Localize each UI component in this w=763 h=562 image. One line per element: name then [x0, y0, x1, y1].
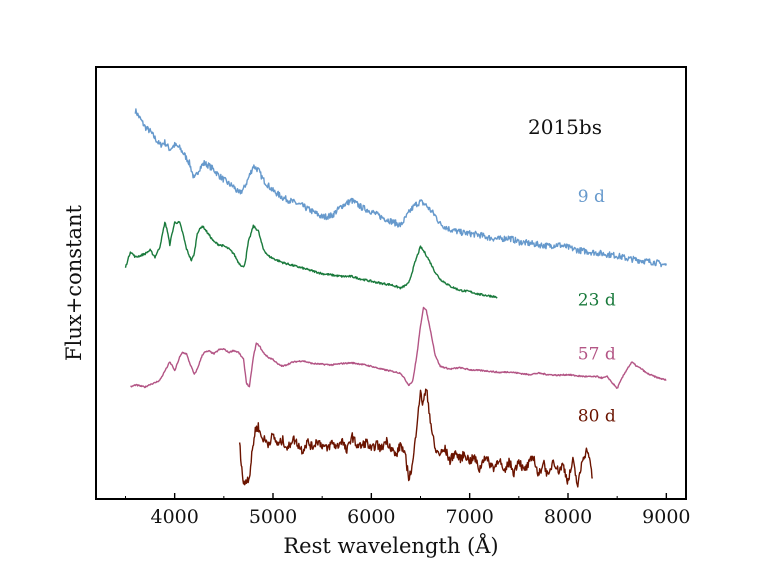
epoch-label-57d: 57 d — [578, 344, 616, 364]
epoch-label-23d: 23 d — [578, 291, 616, 311]
x-tick-label: 5000 — [249, 506, 297, 528]
x-axis-title: Rest wavelength (Å) — [283, 533, 498, 558]
x-axis-ticks: 4000 5000 6000 7000 8000 9000 — [125, 493, 691, 528]
spectrum-line-57d — [130, 306, 667, 389]
spectrum-line-9d — [134, 108, 667, 268]
x-tick-label: 9000 — [642, 506, 690, 528]
series-layer — [124, 108, 667, 488]
x-tick-label: 8000 — [544, 506, 592, 528]
epoch-labels: 9 d 23 d 57 d 80 d — [578, 187, 616, 427]
object-name-label: 2015bs — [528, 115, 602, 139]
y-axis-title: Flux+constant — [62, 205, 86, 361]
x-tick-label: 6000 — [347, 506, 395, 528]
x-tick-label: 4000 — [150, 506, 198, 528]
epoch-label-9d: 9 d — [578, 187, 605, 207]
x-tick-label: 7000 — [445, 506, 493, 528]
spectrum-line-23d — [124, 220, 498, 299]
plot-frame — [95, 66, 687, 500]
spectrum-line-80d — [238, 388, 593, 488]
epoch-label-80d: 80 d — [578, 407, 616, 427]
